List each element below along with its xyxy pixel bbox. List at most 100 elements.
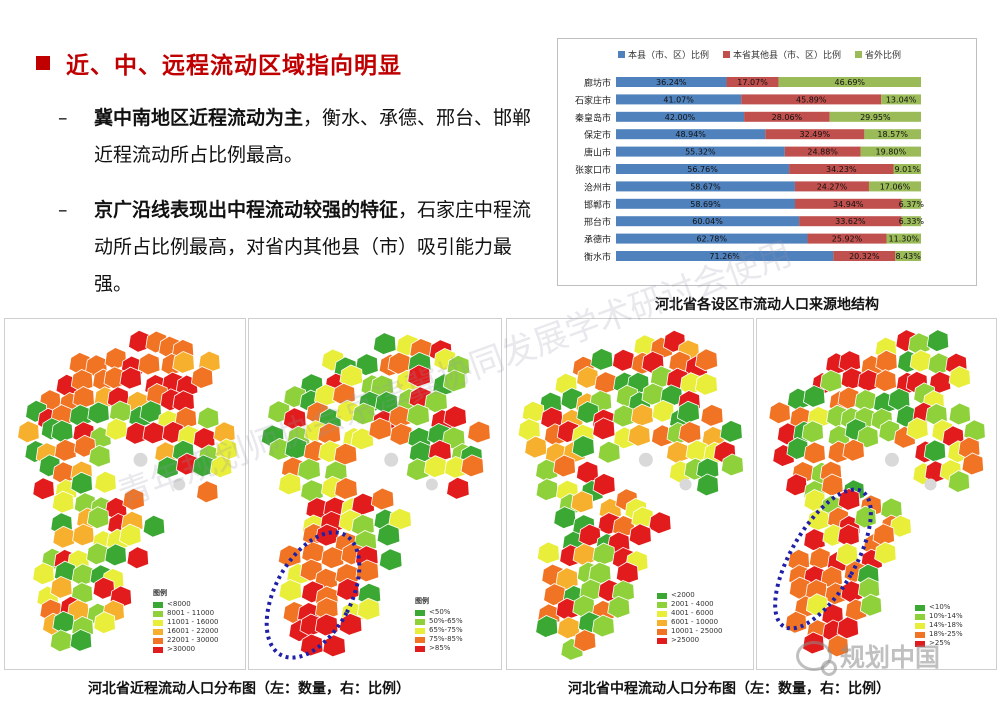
- legend-item: 6001 - 10000: [657, 618, 723, 627]
- map-region: [356, 597, 381, 621]
- data-label: 58.67%: [690, 182, 721, 191]
- map-region: [278, 472, 302, 496]
- legend-item: 22001 - 30000: [153, 636, 219, 645]
- bar-segment: [616, 77, 727, 87]
- map-region: [192, 427, 216, 450]
- map-near-ratio: 图例 <50% 50%-65% 65%-75% 75%-85% >85%: [248, 318, 502, 670]
- data-label: 28.06%: [772, 113, 803, 122]
- map-region: [300, 479, 324, 503]
- map-region: [906, 417, 929, 441]
- heading-text: 近、中、远程流动区域指向明显: [66, 53, 402, 79]
- map-region: [69, 404, 92, 428]
- legend-swatch: [153, 637, 163, 644]
- legend-label: >25000: [671, 636, 700, 644]
- legend-swatch: [855, 51, 862, 58]
- map-region: [119, 523, 142, 547]
- map-region: [172, 350, 195, 374]
- category-label: 唐山市: [584, 147, 611, 159]
- map-region: [104, 543, 127, 567]
- data-label: 56.76%: [687, 165, 718, 174]
- data-label: 20.32%: [849, 252, 880, 261]
- data-label: 13.04%: [886, 95, 917, 104]
- category-label: 沧州市: [584, 181, 611, 193]
- map-region: [591, 614, 615, 638]
- bar-segment: [807, 233, 887, 244]
- legend-item: 18%-25%: [915, 630, 963, 639]
- map-region: [837, 487, 861, 511]
- watermark-logo: 规划中国: [796, 638, 940, 676]
- map-region: [694, 372, 718, 396]
- map-region: [803, 441, 826, 465]
- map-region: [405, 458, 430, 482]
- legend-swatch: [915, 631, 925, 638]
- bar-segment: [616, 251, 834, 261]
- bullet-dash: –: [58, 199, 68, 221]
- category-label: 廊坊市: [584, 77, 611, 89]
- map-region: [887, 387, 911, 411]
- bar-segment: [829, 111, 922, 122]
- map-region: [351, 513, 375, 537]
- legend-item: <2000: [657, 591, 723, 600]
- legend-label: 10001 - 25000: [671, 627, 723, 635]
- bar-segment: [864, 129, 921, 140]
- map-region: [880, 497, 903, 521]
- legend-label: 省外比例: [865, 49, 901, 61]
- bar-segment: [833, 251, 896, 261]
- bar-segment: [784, 146, 861, 157]
- category-label: 秦皇岛市: [575, 112, 611, 124]
- map-region: [590, 347, 614, 371]
- bar-segment: [616, 233, 808, 244]
- data-label: 17.07%: [737, 78, 768, 87]
- category-label: 衡水市: [584, 251, 611, 263]
- map-region: [209, 455, 233, 479]
- legend-swatch: [415, 609, 425, 616]
- section-heading: 近、中、远程流动区域指向明显: [36, 46, 402, 80]
- data-label: 60.04%: [692, 217, 723, 226]
- map-region: [94, 470, 117, 494]
- legend-item: <10%: [915, 603, 963, 612]
- legend-item: >25000: [657, 636, 723, 645]
- bullet-text: ，衡水、承德、邢台、邯郸近程流动所占比例最高。: [94, 107, 532, 166]
- legend-label: 11001 - 16000: [167, 618, 219, 626]
- map-region: [338, 612, 363, 636]
- legend-label: 本省其他县（市、区）比例: [733, 49, 841, 61]
- bullet-dash: –: [58, 107, 68, 129]
- legend-swatch: [415, 627, 425, 634]
- map-region: [536, 541, 560, 565]
- data-label: 24.88%: [807, 148, 838, 157]
- map-legend: 图例 <50% 50%-65% 65%-75% 75%-85% >85%: [415, 597, 463, 653]
- bar-segment: [778, 77, 921, 87]
- map-region: [332, 382, 356, 406]
- category-label: 保定市: [584, 129, 611, 141]
- legend-label: <2000: [671, 591, 695, 599]
- legend-item: 14%-18%: [915, 621, 963, 630]
- legend-swatch: [415, 618, 425, 625]
- map-region: [665, 440, 690, 464]
- bar-segment: [741, 94, 882, 105]
- bar-segment: [765, 129, 865, 140]
- map-legend: <2000 2001 - 4000 4001 - 6000 6001 - 10000 1…: [657, 589, 723, 645]
- map-caption-mid: 河北省中程流动人口分布图（左：数量，右：比例）: [568, 681, 890, 697]
- map-region: [907, 332, 931, 356]
- map-region: [803, 384, 826, 408]
- data-label: 46.69%: [835, 78, 866, 87]
- map-region: [173, 478, 186, 491]
- bar-segment: [616, 164, 790, 174]
- bar-segment: [799, 216, 902, 227]
- legend-swatch: [657, 601, 667, 608]
- hebei-map: [17, 329, 238, 653]
- map-region: [314, 613, 339, 637]
- map-region: [335, 563, 359, 586]
- legend-label: >30000: [167, 645, 196, 653]
- legend-item: >30000: [153, 645, 219, 654]
- map-region: [196, 406, 220, 430]
- wechat-icon: [796, 641, 837, 676]
- map-region: [859, 593, 883, 617]
- legend-swatch: [915, 604, 925, 611]
- map-region: [592, 472, 616, 496]
- map-region: [696, 457, 720, 481]
- map-region: [588, 561, 612, 585]
- map-region: [425, 478, 438, 491]
- data-label: 32.49%: [800, 130, 831, 139]
- map-region: [407, 364, 431, 388]
